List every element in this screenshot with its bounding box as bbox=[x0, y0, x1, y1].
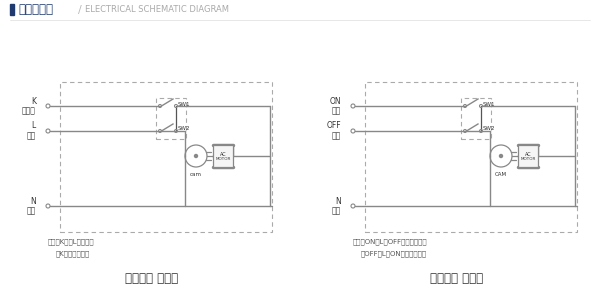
Text: 当OFF接L、ON断开时、关阀: 当OFF接L、ON断开时、关阀 bbox=[361, 251, 427, 257]
Bar bbox=[461, 98, 491, 139]
Text: N: N bbox=[335, 196, 341, 206]
Text: 电器原理图: 电器原理图 bbox=[18, 3, 53, 16]
Text: 三线二控 接线图: 三线二控 接线图 bbox=[430, 271, 484, 285]
Text: K: K bbox=[31, 96, 36, 106]
Bar bbox=[10, 4, 14, 15]
Bar bbox=[213, 145, 233, 167]
Text: 零线: 零线 bbox=[332, 206, 341, 216]
Text: 零线: 零线 bbox=[27, 206, 36, 216]
Text: SW1: SW1 bbox=[178, 101, 191, 106]
Bar bbox=[518, 145, 538, 167]
Text: MOTOR: MOTOR bbox=[215, 157, 230, 161]
Text: N: N bbox=[30, 196, 36, 206]
Bar bbox=[365, 82, 577, 232]
Text: ELECTRICAL SCHEMATIC DIAGRAM: ELECTRICAL SCHEMATIC DIAGRAM bbox=[85, 5, 229, 14]
Text: /: / bbox=[78, 4, 82, 14]
Text: 注：当ON接L、OFF断开时、开阀: 注：当ON接L、OFF断开时、开阀 bbox=[353, 239, 428, 245]
Text: 控制线: 控制线 bbox=[22, 106, 36, 116]
Text: 三线一控 接线图: 三线一控 接线图 bbox=[125, 271, 179, 285]
Text: ON: ON bbox=[329, 96, 341, 106]
Text: 开阀: 开阀 bbox=[332, 106, 341, 116]
Text: SW2: SW2 bbox=[178, 126, 191, 131]
Text: 当K断开时、关阀: 当K断开时、关阀 bbox=[56, 251, 90, 257]
Text: 火线: 火线 bbox=[27, 131, 36, 141]
Text: OFF: OFF bbox=[326, 121, 341, 131]
Text: MOTOR: MOTOR bbox=[520, 157, 536, 161]
Text: cam: cam bbox=[190, 172, 202, 177]
Text: SW2: SW2 bbox=[483, 126, 496, 131]
Text: 关阀: 关阀 bbox=[332, 131, 341, 141]
Text: AC: AC bbox=[524, 151, 532, 156]
Text: SW1: SW1 bbox=[483, 101, 496, 106]
Text: AC: AC bbox=[220, 151, 226, 156]
Text: 注：当K外接L时、开阀: 注：当K外接L时、开阀 bbox=[48, 239, 95, 245]
Bar bbox=[60, 82, 272, 232]
Circle shape bbox=[194, 155, 197, 158]
Text: L: L bbox=[32, 121, 36, 131]
Circle shape bbox=[499, 155, 503, 158]
Text: CAM: CAM bbox=[495, 172, 507, 177]
Bar bbox=[156, 98, 186, 139]
